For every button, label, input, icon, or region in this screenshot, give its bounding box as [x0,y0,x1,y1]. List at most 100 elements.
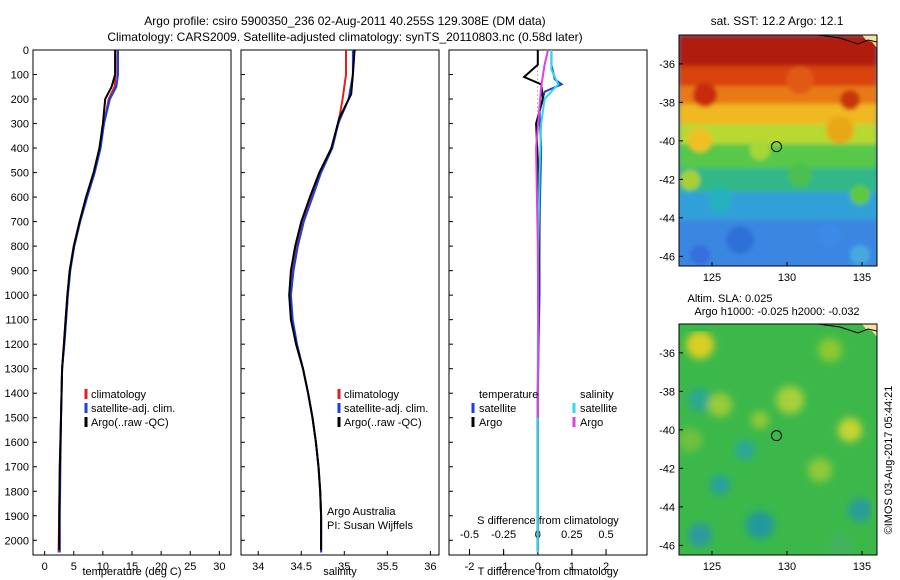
y-tick-label: 100 [11,70,29,82]
map-y-tick-label: -40 [659,136,675,148]
top-x-tick-label: 0.5 [598,529,613,541]
y-tick-label: 300 [11,119,29,131]
x-axis-label: T difference from climatology [478,566,619,578]
y-tick-label: 200 [11,94,29,106]
x-tick-label: 34 [252,561,264,573]
sla-map-subtitle: Argo h1000: -0.025 h2000: -0.032 [694,306,859,318]
y-tick-label: 900 [11,266,29,278]
x-tick-label: 0 [535,561,541,573]
plot-frame [448,49,648,556]
map-y-tick-label: -44 [659,213,675,225]
y-tick-label: 1300 [5,364,29,376]
map-frame [678,34,878,267]
x-axis-label: temperature (deg C) [82,566,181,578]
map-x-tick-label: 125 [703,272,721,284]
legend-label: Argo(..raw -QC) [344,417,422,429]
map-y-tick-label: -46 [659,251,675,263]
legend-label: Argo(..raw -QC) [91,417,169,429]
legend-label: temperature [479,389,538,401]
legend-label: satellite-adj. clim. [344,403,428,415]
sla-map-title: Altim. SLA: 0.025 [688,293,773,305]
sla-map [679,324,877,555]
y-tick-label: 400 [11,143,29,155]
sst-map-title: sat. SST: 12.2 Argo: 12.1 [711,14,844,28]
x-tick-label: 35 [338,561,350,573]
y-tick-label: 700 [11,217,29,229]
y-tick-label: 1400 [5,388,29,400]
map-y-tick-label: -36 [659,348,675,360]
y-tick-label: 0 [23,45,29,57]
legend-label: Argo [479,417,502,429]
map-x-tick-label: 135 [853,272,871,284]
map-y-tick-label: -44 [659,502,675,514]
map-y-tick-label: -38 [659,386,675,398]
sla-map-axes: 125 130 135 -36 -38 -40 -42 -44 -46 [659,323,878,573]
x-tick-label: -2 [465,561,475,573]
plot-frame [240,49,440,556]
legend-label: satellite [580,403,617,415]
title-line-2: Climatology: CARS2009. Satellite-adjuste… [107,30,582,44]
legend-label: satellite-adj. clim. [91,403,175,415]
x-tick-label: 0 [42,561,48,573]
salinity-chart: 34 34.5 35 35.5 36 salinity climatology satelli… [240,49,440,578]
y-tick-label: 2000 [5,535,29,547]
series-line-argo-raw-qc- [58,50,117,551]
panel-annotation: PI: Susan Wijffels [327,520,413,532]
argo-position-marker [771,141,782,153]
y-tick-label: 1500 [5,413,29,425]
y-tick-label: 1200 [5,339,29,351]
map-x-tick-label: 130 [778,272,796,284]
y-tick-label: 1700 [5,462,29,474]
difference-chart: -2 -1 0 1 2T difference from climatology -0.5… [448,49,648,578]
title-line-1: Argo profile: csiro 5900350_236 02-Aug-2… [144,14,545,28]
panel-annotation: Argo Australia [327,506,396,518]
x-tick-label: 20 [155,561,167,573]
x-tick-label: 10 [97,561,109,573]
sst-map-axes: 125 130 135 -36 -38 -40 -42 -44 -46 [659,34,878,284]
legend-label: climatology [344,389,400,401]
x-tick-label: 36 [424,561,436,573]
plot-frame [32,49,232,556]
legend-label: climatology [91,389,147,401]
x-axis-label: salinity [323,566,357,578]
map-x-tick-label: 130 [778,561,796,573]
x-tick-label: 5 [71,561,77,573]
x-tick-label: 34.5 [291,561,312,573]
series-line-satellite-adj-clim- [289,50,354,553]
top-x-tick-label: -0.25 [491,529,516,541]
map-x-tick-label: 125 [703,561,721,573]
y-tick-label: 800 [11,241,29,253]
top-x-axis-label: S difference from climatology [477,515,619,527]
map-y-tick-label: -42 [659,463,675,475]
map-y-tick-label: -38 [659,97,675,109]
y-tick-label: 1600 [5,437,29,449]
y-tick-label: 1900 [5,511,29,523]
x-tick-label: 2 [603,561,609,573]
y-tick-label: 500 [11,168,29,180]
map-y-tick-label: -46 [659,540,675,552]
map-frame [678,323,878,556]
top-x-tick-label: -0.5 [460,529,479,541]
series-line-salinity-argo [535,49,549,418]
legend-label: Argo [580,417,603,429]
series-line-salinity-satellite [536,50,560,553]
x-tick-label: 35.5 [377,561,398,573]
y-tick-label: 600 [11,192,29,204]
legend-label: salinity [580,389,614,401]
x-tick-label: 25 [184,561,196,573]
map-y-tick-label: -40 [659,425,675,437]
legend-label: satellite [479,403,516,415]
y-tick-label: 1100 [5,315,29,327]
sst-map [679,35,877,266]
map-y-tick-label: -42 [659,174,675,186]
y-tick-label: 1000 [5,290,29,302]
series-line-satellite-adj-clim- [58,50,119,553]
top-x-tick-label: 0.25 [561,529,582,541]
argo-position-marker [771,430,782,442]
x-tick-label: 15 [126,561,138,573]
x-tick-label: 1 [569,561,575,573]
map-y-tick-label: -36 [659,59,675,71]
map-x-tick-label: 135 [853,561,871,573]
series-line-argo-raw-qc- [288,49,356,551]
